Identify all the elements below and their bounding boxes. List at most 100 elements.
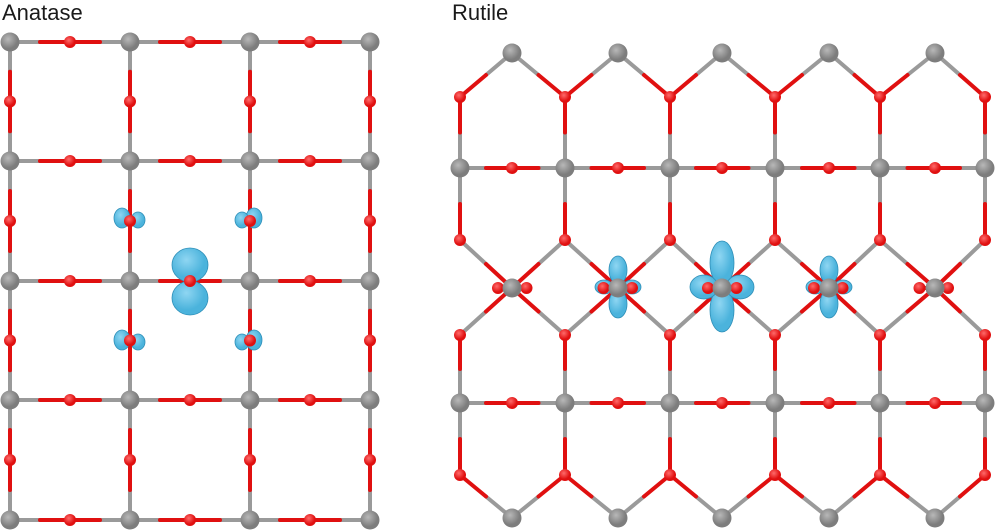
o-atom — [184, 514, 196, 526]
o-atom — [559, 329, 571, 341]
ti-atom — [240, 510, 260, 530]
o-atom — [64, 394, 76, 406]
ti-o-bond — [878, 238, 910, 266]
ti-atom — [819, 508, 839, 528]
o-atom — [506, 397, 518, 409]
o-atom — [454, 234, 466, 246]
ti-atom — [360, 151, 380, 171]
o-atom — [454, 469, 466, 481]
o-atom — [124, 95, 136, 108]
o-atom — [559, 469, 571, 481]
o-atom — [716, 397, 728, 409]
rutile-title: Rutile — [452, 0, 509, 25]
o-atom — [769, 234, 781, 246]
o-atom — [492, 282, 504, 294]
ti-o-bond — [878, 309, 910, 337]
o-atom — [364, 334, 376, 347]
o-atom — [124, 454, 136, 466]
ti-atom — [660, 158, 680, 178]
o-atom — [929, 397, 941, 409]
o-atom — [836, 282, 849, 294]
ti-atom — [120, 390, 140, 410]
anatase-structure — [0, 32, 380, 530]
o-atom — [4, 454, 16, 466]
o-atom — [979, 329, 991, 341]
ti-atom — [819, 278, 839, 298]
o-atom — [823, 397, 835, 409]
ti-atom — [502, 278, 522, 298]
o-atom — [942, 282, 954, 294]
o-atom — [664, 329, 676, 341]
ti-atom — [120, 510, 140, 530]
ti-atom — [712, 508, 732, 528]
o-atom — [244, 454, 256, 466]
ti-atom — [765, 158, 785, 178]
ti-atom — [608, 278, 628, 298]
ti-atom — [712, 278, 732, 298]
o-atom — [4, 334, 16, 347]
o-atom — [979, 91, 991, 103]
ti-atom — [240, 32, 260, 52]
o-atom — [979, 469, 991, 481]
ti-atom — [240, 271, 260, 291]
o-atom — [612, 162, 624, 174]
o-atom — [304, 514, 316, 526]
o-atom — [4, 95, 16, 108]
ti-atom — [870, 393, 890, 413]
o-atom — [559, 234, 571, 246]
o-atom — [64, 275, 76, 287]
ti-atom — [0, 271, 20, 291]
ti-atom — [870, 158, 890, 178]
o-atom — [979, 234, 991, 246]
o-atom — [364, 95, 376, 108]
o-atom — [506, 162, 518, 174]
ti-atom — [450, 158, 470, 178]
ti-atom — [608, 43, 628, 63]
ti-atom — [660, 393, 680, 413]
o-atom — [184, 155, 196, 167]
o-atom — [823, 162, 835, 174]
ti-atom — [240, 390, 260, 410]
ti-atom — [0, 32, 20, 52]
o-atom — [874, 329, 886, 341]
o-atom — [4, 215, 16, 227]
ti-atom — [0, 151, 20, 171]
ti-atom — [819, 43, 839, 63]
o-atom — [730, 282, 743, 294]
o-atom — [664, 91, 676, 103]
o-atom — [184, 394, 196, 406]
ti-atom — [502, 508, 522, 528]
o-atom — [454, 91, 466, 103]
ti-atom — [450, 393, 470, 413]
ti-atom — [240, 151, 260, 171]
rutile-structure — [450, 43, 995, 528]
o-atom — [244, 95, 256, 108]
o-atom — [769, 469, 781, 481]
ti-atom — [360, 32, 380, 52]
o-atom — [769, 91, 781, 103]
ti-atom — [925, 278, 945, 298]
o-atom — [520, 282, 533, 294]
o-atom — [929, 162, 941, 174]
ti-atom — [608, 508, 628, 528]
ti-o-bond — [773, 238, 804, 266]
o-atom — [64, 155, 76, 167]
o-atom — [597, 282, 610, 294]
ti-atom — [555, 158, 575, 178]
ti-atom — [120, 32, 140, 52]
o-atom — [184, 275, 196, 287]
ti-atom — [360, 271, 380, 291]
ti-atom — [120, 151, 140, 171]
o-atom — [769, 329, 781, 341]
ti-atom — [975, 393, 995, 413]
o-atom — [874, 234, 886, 246]
o-atom — [244, 334, 256, 347]
o-atom — [364, 454, 376, 466]
o-atom — [304, 36, 316, 48]
anatase-title: Anatase — [2, 0, 83, 25]
o-atom — [808, 282, 820, 294]
ti-atom — [120, 271, 140, 291]
ti-atom — [975, 158, 995, 178]
ti-atom — [0, 390, 20, 410]
o-atom — [664, 234, 676, 246]
